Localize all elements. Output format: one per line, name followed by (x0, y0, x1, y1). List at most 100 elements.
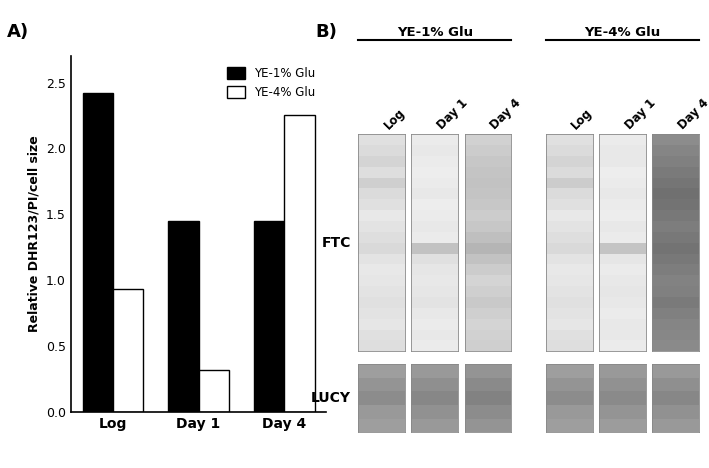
Bar (546, 134, 593, 145)
Bar (464, 221, 511, 232)
Bar (358, 199, 405, 210)
Text: LUCY: LUCY (311, 391, 351, 405)
Bar (546, 418, 593, 432)
Bar (411, 405, 458, 418)
Bar (652, 405, 699, 418)
Bar (546, 319, 593, 329)
Bar (464, 297, 511, 308)
Text: Day 1: Day 1 (623, 96, 658, 132)
Bar (358, 308, 405, 319)
Bar (169, 221, 199, 412)
Bar (652, 145, 699, 156)
Bar (358, 210, 405, 221)
Bar (464, 286, 511, 297)
Bar (546, 378, 593, 391)
Text: B): B) (316, 23, 337, 41)
Bar (599, 145, 646, 156)
Bar (546, 199, 593, 210)
Bar (411, 297, 458, 308)
Bar (464, 177, 511, 189)
Bar (411, 177, 458, 189)
Bar (599, 221, 646, 232)
Bar (358, 405, 405, 418)
Bar (411, 319, 458, 329)
Text: Log: Log (381, 106, 408, 132)
Bar (255, 221, 284, 412)
Bar (358, 275, 405, 286)
Bar (599, 232, 646, 243)
Bar (358, 329, 405, 340)
Bar (652, 232, 699, 243)
Bar (358, 134, 405, 145)
Bar (546, 275, 593, 286)
Bar (113, 289, 143, 412)
Bar (652, 418, 699, 432)
Text: Day 4: Day 4 (676, 96, 709, 132)
Bar (546, 340, 593, 351)
Bar (546, 167, 593, 177)
Bar (411, 391, 458, 405)
Text: Log: Log (569, 106, 595, 132)
Text: YE-1% Glu: YE-1% Glu (397, 26, 473, 39)
Bar (546, 286, 593, 297)
Bar (464, 264, 511, 275)
Bar (652, 378, 699, 391)
Bar (358, 286, 405, 297)
Bar (652, 275, 699, 286)
Bar (358, 340, 405, 351)
Bar (464, 319, 511, 329)
Bar (546, 329, 593, 340)
Bar (464, 308, 511, 319)
Bar (358, 391, 405, 405)
Bar (411, 340, 458, 351)
Bar (411, 364, 458, 378)
Bar (464, 134, 511, 145)
Bar (546, 145, 593, 156)
Bar (652, 391, 699, 405)
Bar (599, 418, 646, 432)
Bar (652, 286, 699, 297)
Bar (599, 156, 646, 167)
Bar (358, 254, 405, 264)
Bar (411, 254, 458, 264)
Bar (464, 189, 511, 199)
Text: Day 4: Day 4 (488, 96, 524, 132)
Bar (82, 93, 113, 412)
Bar (358, 243, 405, 254)
Bar (358, 145, 405, 156)
Bar (546, 264, 593, 275)
Bar (358, 221, 405, 232)
Bar (464, 232, 511, 243)
Bar (358, 156, 405, 167)
Bar (599, 329, 646, 340)
Bar (599, 254, 646, 264)
Bar (652, 254, 699, 264)
Bar (411, 189, 458, 199)
Bar (599, 286, 646, 297)
Bar (652, 189, 699, 199)
Bar (652, 319, 699, 329)
Bar (411, 308, 458, 319)
Bar (652, 177, 699, 189)
Bar (358, 189, 405, 199)
Bar (599, 297, 646, 308)
Bar (546, 232, 593, 243)
Bar (546, 210, 593, 221)
Bar (199, 370, 228, 412)
Text: FTC: FTC (322, 236, 351, 250)
Legend: YE-1% Glu, YE-4% Glu: YE-1% Glu, YE-4% Glu (223, 62, 320, 103)
Bar (652, 297, 699, 308)
Bar (546, 156, 593, 167)
Bar (652, 364, 699, 378)
Bar (411, 145, 458, 156)
Bar (464, 391, 511, 405)
Bar (546, 243, 593, 254)
Bar (599, 167, 646, 177)
Bar (599, 199, 646, 210)
Bar (464, 167, 511, 177)
Bar (464, 199, 511, 210)
Bar (652, 243, 699, 254)
Bar (464, 243, 511, 254)
Bar (599, 264, 646, 275)
Bar (411, 264, 458, 275)
